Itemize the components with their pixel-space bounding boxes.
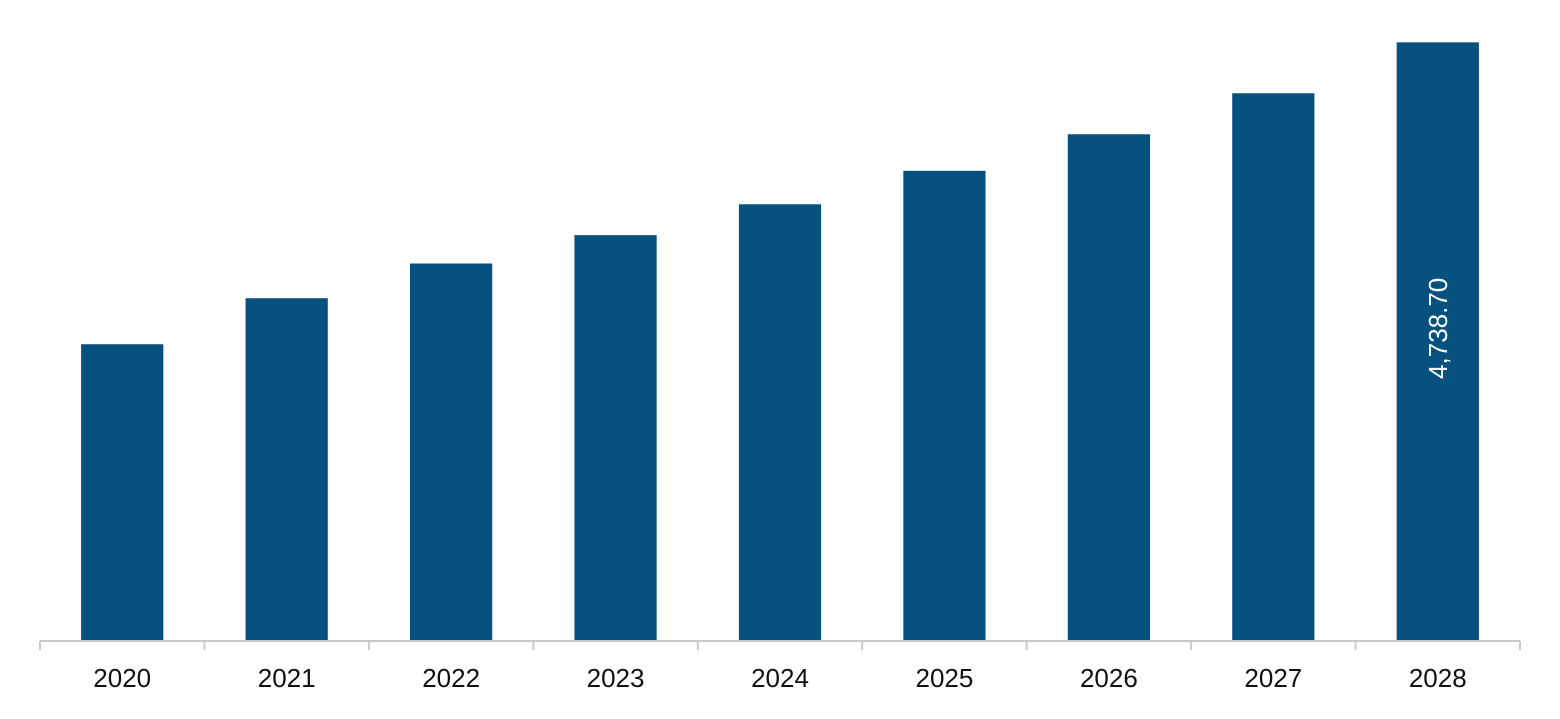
- data-labels-group: 4,738.70: [1423, 278, 1453, 379]
- bar-2026: [1067, 134, 1150, 640]
- x-tick-label-2028: 2028: [1409, 663, 1467, 693]
- bars-group: [81, 42, 1479, 640]
- x-tick-label-2025: 2025: [916, 663, 974, 693]
- bar-2020: [81, 344, 164, 640]
- data-label-2028: 4,738.70: [1423, 278, 1453, 379]
- x-tick-label-2024: 2024: [751, 663, 809, 693]
- bar-2023: [574, 235, 657, 640]
- bar-2022: [410, 263, 493, 640]
- bar-2027: [1232, 93, 1315, 640]
- x-tick-label-2021: 2021: [258, 663, 316, 693]
- x-axis: 2020 2021 2022 2023 2024 2025 2026 2027 2028: [39, 640, 1521, 693]
- x-tick-label-2027: 2027: [1244, 663, 1302, 693]
- x-tick-label-2022: 2022: [422, 663, 480, 693]
- bar-2028: [1396, 42, 1479, 640]
- bar-2021: [245, 298, 328, 640]
- bar-2024: [738, 204, 822, 640]
- x-tick-label-2023: 2023: [587, 663, 645, 693]
- bar-2025: [903, 170, 986, 640]
- x-tick-label-2026: 2026: [1080, 663, 1138, 693]
- x-tick-label-2020: 2020: [93, 663, 151, 693]
